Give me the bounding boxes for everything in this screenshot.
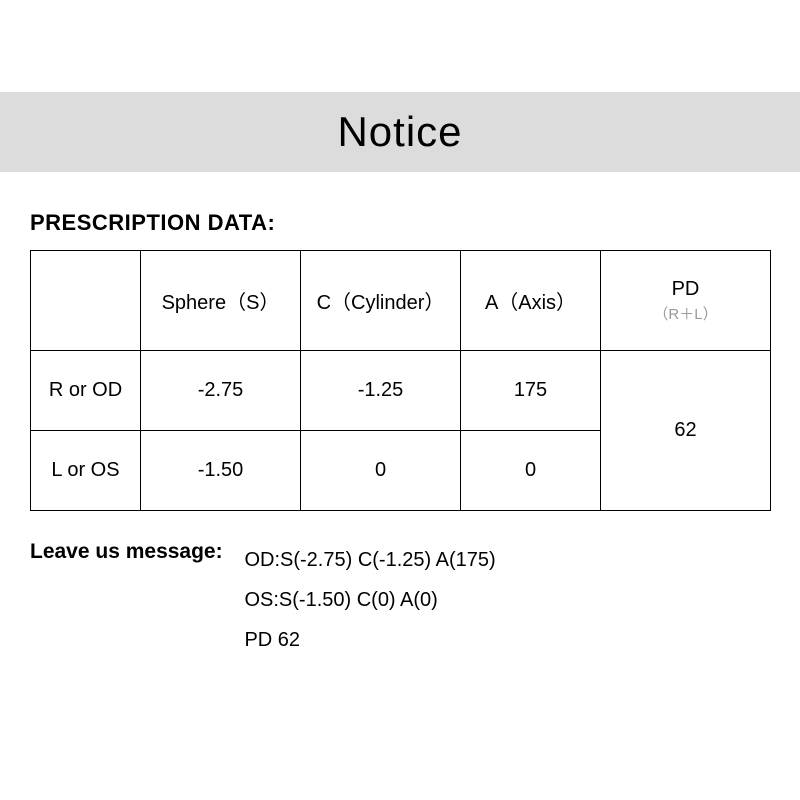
col-header-pd: PD （R＋L）: [601, 251, 771, 351]
message-label: Leave us message:: [30, 540, 240, 564]
pd-header-sub: （R＋L）: [601, 306, 770, 325]
message-line: PD 62: [244, 629, 300, 651]
message-line: OS:S(-1.50) C(0) A(0): [244, 589, 437, 611]
table-row: R or OD -2.75 -1.25 175 62: [31, 351, 771, 431]
notice-title: Notice: [337, 108, 462, 156]
col-header-axis: A（Axis）: [461, 251, 601, 351]
cell-pd: 62: [601, 351, 771, 511]
notice-banner: Notice: [0, 92, 800, 172]
cell-axis: 175: [461, 351, 601, 431]
col-header-sphere: Sphere（S）: [141, 251, 301, 351]
pd-header-main: PD: [672, 278, 700, 300]
prescription-table: Sphere（S） C（Cylinder） A（Axis） PD （R＋L） R…: [30, 250, 771, 511]
cell-sphere: -1.50: [141, 431, 301, 511]
col-header-cylinder: C（Cylinder）: [301, 251, 461, 351]
message-lines: OD:S(-2.75) C(-1.25) A(175) OS:S(-1.50) …: [244, 540, 495, 660]
section-label: PRESCRIPTION DATA:: [30, 210, 275, 236]
col-header-rowlabel: [31, 251, 141, 351]
cell-rowlabel: R or OD: [31, 351, 141, 431]
message-line: OD:S(-2.75) C(-1.25) A(175): [244, 549, 495, 571]
cell-sphere: -2.75: [141, 351, 301, 431]
page: Notice PRESCRIPTION DATA: Sphere（S） C（Cy…: [0, 0, 800, 800]
table-header-row: Sphere（S） C（Cylinder） A（Axis） PD （R＋L）: [31, 251, 771, 351]
message-block: Leave us message: OD:S(-2.75) C(-1.25) A…: [30, 540, 770, 660]
cell-rowlabel: L or OS: [31, 431, 141, 511]
cell-cylinder: -1.25: [301, 351, 461, 431]
cell-axis: 0: [461, 431, 601, 511]
cell-cylinder: 0: [301, 431, 461, 511]
